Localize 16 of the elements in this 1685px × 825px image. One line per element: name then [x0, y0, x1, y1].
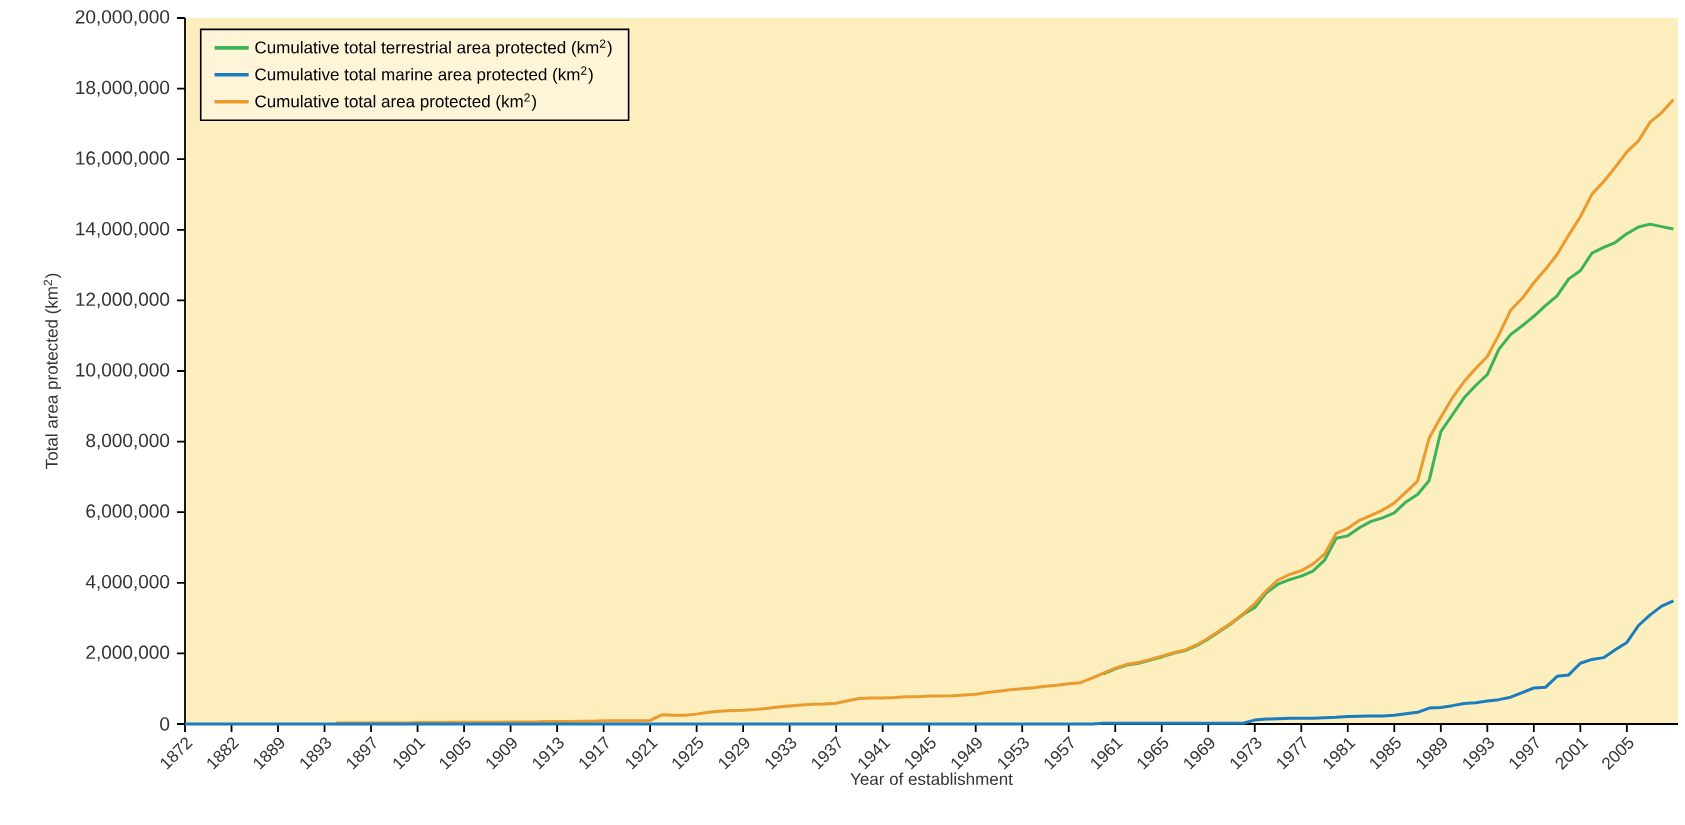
y-tick-label: 0 [160, 717, 170, 731]
y-tick-label: 2,000,000 [86, 645, 170, 662]
legend-label: Cumulative total marine area protected (km$^{2}$) [255, 66, 593, 84]
y-tick-label: 16,000,000 [76, 151, 170, 168]
y-tick-label: 10,000,000 [76, 363, 170, 379]
y-axis-title: Total area protected (km$^{2}$) [43, 273, 62, 469]
y-tick-label: 4,000,000 [85, 574, 170, 591]
y-tick-label: 8,000,000 [86, 433, 170, 450]
legend-label: Cumulative total area protected (km$^{2}$) [255, 93, 536, 111]
y-tick-label: 12,000,000 [76, 292, 170, 309]
y-tick-label: 20,000,000 [75, 10, 170, 26]
y-tick-label: 18,000,000 [76, 80, 170, 97]
y-tick-label: 14,000,000 [76, 221, 170, 238]
y-tick-label: 6,000,000 [86, 504, 170, 521]
x-axis-title: Year of establishment [850, 772, 1013, 786]
legend-label: Cumulative total terrestrial area protected (km$^{2}$) [255, 39, 612, 57]
